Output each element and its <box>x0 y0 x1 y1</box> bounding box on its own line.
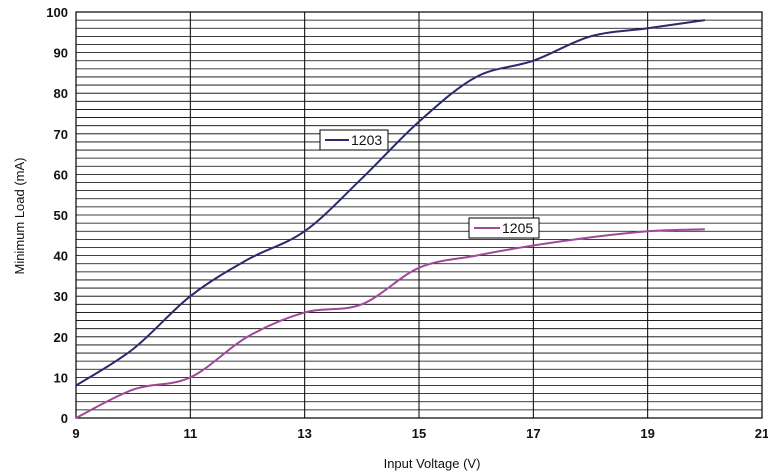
x-tick-label: 21 <box>755 426 768 441</box>
y-axis-tick-labels: 0 10 20 30 40 50 60 70 80 90 100 <box>46 5 68 426</box>
series-line-1205 <box>75 228 705 419</box>
y-tick-label: 50 <box>54 208 68 223</box>
x-tick-label: 9 <box>72 426 79 441</box>
series-label-1205-text: 1205 <box>502 220 533 236</box>
y-tick-label: 10 <box>54 370 68 385</box>
x-tick-label: 15 <box>412 426 426 441</box>
series-line-1203 <box>75 19 705 387</box>
x-axis-tick-labels: 9 11 13 15 17 19 21 <box>72 426 768 441</box>
y-tick-label: 0 <box>61 411 68 426</box>
y-tick-label: 40 <box>54 249 68 264</box>
series-label-1203-box <box>319 129 389 151</box>
x-tick-label: 17 <box>526 426 540 441</box>
x-tick-label: 13 <box>297 426 311 441</box>
x-tick-label: 19 <box>640 426 654 441</box>
x-tick-label: 11 <box>183 426 197 441</box>
plot-area-frame <box>75 11 763 419</box>
series-label-1205-box <box>468 217 540 239</box>
x-axis-label: Input Voltage (V) <box>384 456 481 471</box>
y-tick-label: 20 <box>54 330 68 345</box>
y-tick-label: 90 <box>54 46 68 61</box>
y-tick-label: 60 <box>54 167 68 182</box>
y-tick-label: 100 <box>46 5 68 20</box>
series-label-1203-text: 1203 <box>351 132 382 148</box>
y-axis-label: Minimum Load (mA) <box>12 157 27 274</box>
series-label-1203: 1203 <box>319 129 389 151</box>
series-label-1205: 1205 <box>468 217 540 239</box>
y-tick-label: 80 <box>54 86 68 101</box>
y-tick-label: 70 <box>54 127 68 142</box>
y-tick-label: 30 <box>54 289 68 304</box>
vertical-gridlines <box>189 12 649 418</box>
series-lines <box>75 19 705 419</box>
